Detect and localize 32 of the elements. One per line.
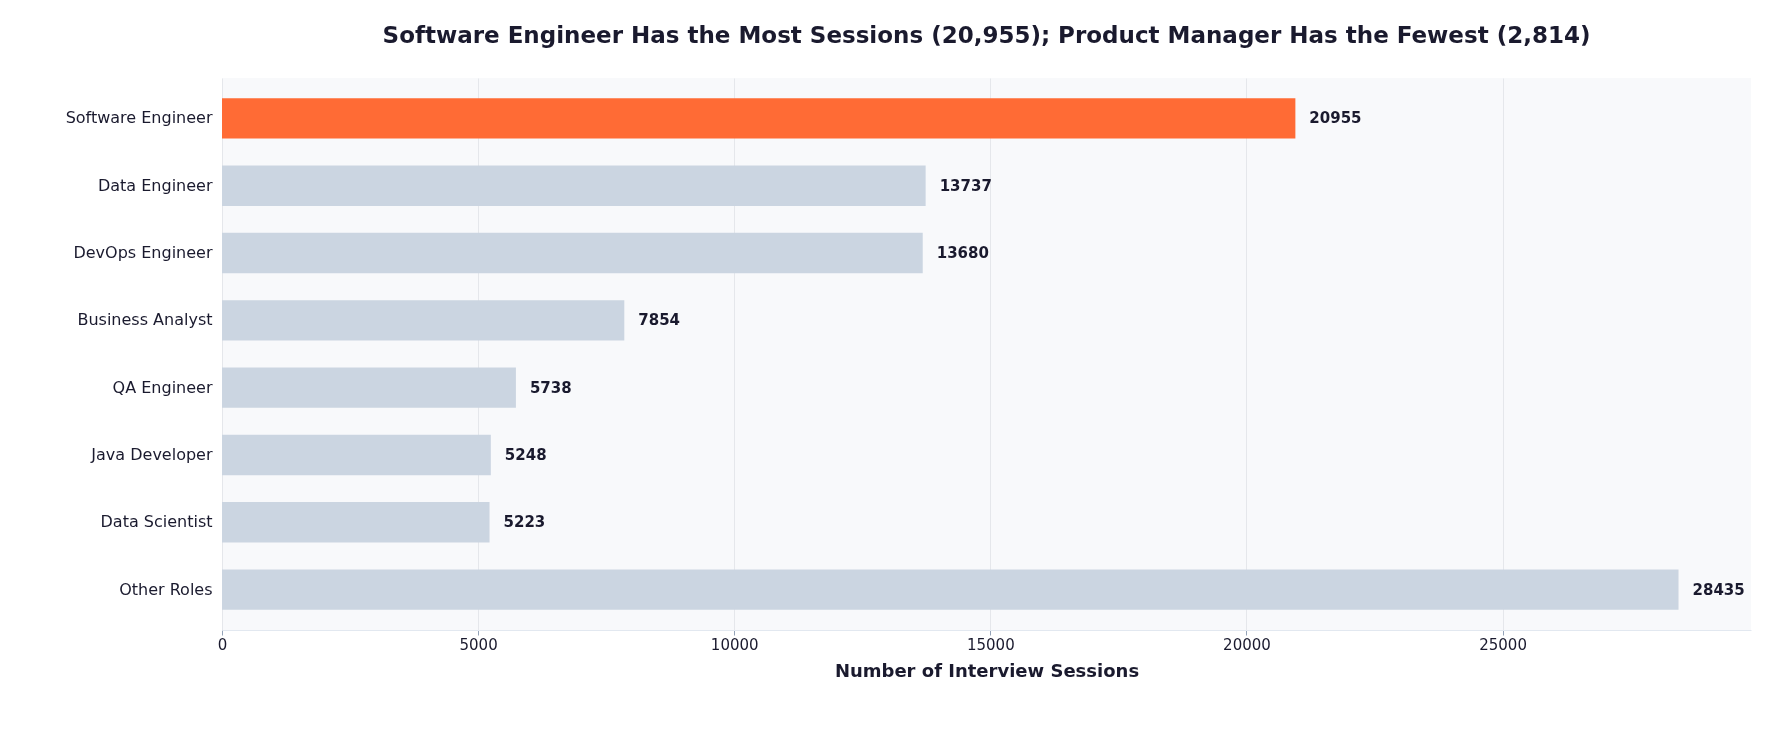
data-label: 5223: [503, 513, 546, 532]
data-label: 28435: [1692, 580, 1745, 599]
bar: [222, 98, 1296, 139]
data-label: 5738: [529, 378, 572, 397]
data-label: 5248: [504, 445, 547, 464]
bar: [222, 367, 516, 408]
y-tick-label: Business Analyst: [77, 310, 213, 330]
data-label: 13737: [939, 176, 992, 195]
y-tick-label: Java Developer: [90, 444, 213, 464]
bar: [222, 434, 491, 476]
x-tick-label: 20000: [1223, 635, 1271, 654]
chart-title: Software Engineer Has the Most Sessions (20,955); Product Manager Has the Fewest (2,814): [382, 22, 1591, 48]
y-tick-label: DevOps Engineer: [73, 243, 213, 263]
x-tick-label: 10000: [710, 635, 759, 654]
data-label: 13680: [936, 244, 989, 263]
data-label: 20955: [1309, 109, 1362, 128]
bar: [222, 502, 490, 543]
y-tick-label: Software Engineer: [65, 108, 213, 128]
bar: [222, 569, 1679, 610]
x-tick-label: 15000: [966, 635, 1015, 654]
y-tick-label: Data Scientist: [100, 512, 213, 532]
data-label: 7854: [638, 311, 681, 330]
bar: [222, 165, 926, 206]
x-tick-label: 5000: [459, 635, 498, 654]
bar: [222, 300, 625, 341]
x-axis-title: Number of Interview Sessions: [834, 659, 1140, 681]
x-tick-label: 0: [217, 635, 228, 654]
bar: [222, 232, 923, 274]
x-tick-label: 25000: [1479, 635, 1527, 654]
y-tick-label: Data Engineer: [97, 175, 213, 195]
y-tick-label: Other Roles: [119, 579, 213, 599]
y-tick-label: QA Engineer: [112, 377, 213, 397]
